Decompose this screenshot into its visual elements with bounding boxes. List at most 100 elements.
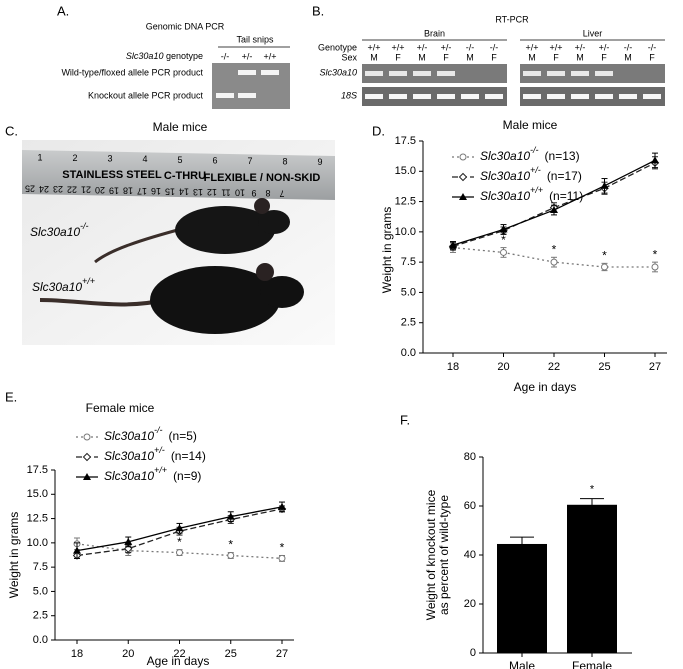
y-tick-label: 15.0	[27, 488, 48, 500]
legend-genotype: +/-	[530, 165, 541, 175]
ruler-text: STAINLESS STEEL	[62, 169, 162, 181]
lane-sex: F	[443, 52, 449, 62]
chart-title: Male mice	[503, 118, 558, 132]
ruler-number: 7	[247, 156, 252, 166]
gene-label: Slc30a10	[319, 67, 357, 77]
y-tick-label: 17.5	[395, 135, 416, 147]
legend-genotype: +/-	[154, 445, 165, 455]
tail	[94, 226, 186, 264]
gel-band	[389, 71, 407, 76]
ruler	[22, 150, 335, 200]
y-tick-label: 5.0	[401, 286, 416, 298]
ruler-number: 7	[279, 188, 284, 198]
ruler-number: 19	[109, 185, 119, 195]
gel	[520, 87, 665, 106]
ruler-number: 22	[67, 184, 77, 194]
x-tick-label: Female	[572, 659, 612, 669]
legend-count: (n=5)	[169, 429, 197, 443]
lane-genotype: +/-	[417, 42, 428, 52]
gel-band	[413, 71, 431, 76]
gel	[362, 87, 507, 106]
sample-label: Tail snips	[236, 34, 274, 44]
ear	[254, 198, 270, 214]
lane-sex: M	[370, 52, 378, 62]
legend-genotype: -/-	[154, 425, 163, 435]
y-tick-label: 20	[464, 598, 476, 610]
data-point	[499, 225, 508, 233]
lane-genotype: +/-	[441, 42, 452, 52]
legend-label: Slc30a10-/- (n=13)	[480, 145, 580, 163]
ruler-number: 15	[165, 186, 175, 196]
legend-genotype: -/-	[530, 145, 539, 155]
ruler-number: 23	[53, 184, 63, 194]
legend-marker	[459, 193, 467, 200]
x-tick-label: 22	[173, 648, 185, 660]
series-line	[76, 508, 283, 557]
legend-genotype: +/+	[530, 185, 543, 195]
legend-label: Slc30a10-/- (n=5)	[104, 425, 197, 443]
gene-label: 18S	[341, 90, 357, 100]
gel-band	[619, 94, 637, 99]
data-point	[600, 181, 609, 189]
chart-title: Female mice	[86, 401, 155, 415]
legend-gene: Slc30a10	[480, 189, 530, 203]
y-tick-label: 10.0	[395, 226, 416, 238]
y-tick-label: 12.5	[27, 512, 48, 524]
lane-label: -/-	[221, 51, 230, 61]
mouse-label: Slc30a10+/+	[32, 276, 95, 294]
data-point	[651, 156, 659, 164]
x-tick-label: 25	[225, 648, 237, 660]
ruler-number: 4	[142, 154, 147, 164]
ruler-number: 16	[151, 186, 161, 196]
ruler-number: 10	[235, 188, 245, 198]
lane-sex: M	[466, 52, 474, 62]
data-point	[124, 537, 133, 545]
data-point	[278, 554, 286, 562]
lane-label: +/-	[242, 51, 253, 61]
x-tick-label: 20	[122, 648, 134, 660]
gel	[212, 63, 290, 109]
ruler-number: 21	[81, 185, 91, 195]
panel-label: D.	[372, 123, 385, 138]
legend-marker	[82, 452, 92, 462]
ruler-number: 17	[137, 186, 147, 196]
lane-genotype: -/-	[648, 42, 657, 52]
ruler-number: 14	[179, 187, 189, 197]
y-tick-label: 80	[464, 451, 476, 463]
panel-label: F.	[400, 412, 410, 427]
legend-marker	[458, 172, 468, 182]
lane-genotype: -/-	[466, 42, 475, 52]
bar	[567, 504, 617, 653]
legend-marker	[459, 153, 467, 161]
lane-sex: M	[528, 52, 536, 62]
data-point	[500, 248, 507, 256]
genotype-label: Slc30a10 genotype	[126, 51, 203, 61]
data-point	[449, 241, 457, 249]
x-tick-label: 20	[497, 361, 509, 373]
significance: *	[552, 242, 557, 256]
x-axis-label: Age in days	[147, 654, 210, 668]
legend-label: Slc30a10+/+ (n=9)	[104, 465, 201, 483]
ruler-number: 13	[193, 187, 203, 197]
x-axis-label: Age in days	[514, 380, 577, 394]
ruler-text: FLEXIBLE / NON-SKID	[204, 172, 321, 184]
y-axis-label: as percent of wild-type	[437, 495, 451, 615]
text: genotype	[163, 51, 203, 61]
ruler-number: 5	[177, 155, 182, 165]
panel-label: E.	[5, 389, 17, 404]
gel-band	[523, 94, 541, 99]
y-tick-label: 0	[470, 647, 476, 659]
panel-title: Genomic DNA PCR	[146, 21, 225, 31]
ruler-number: 8	[265, 188, 270, 198]
lane-genotype: -/-	[624, 42, 633, 52]
significance: *	[228, 538, 233, 552]
legend-genotype: +/+	[154, 465, 167, 475]
y-tick-label: 0.0	[401, 347, 416, 359]
legend-gene: Slc30a10	[104, 469, 154, 483]
ruler-number: 24	[39, 184, 49, 194]
lane-genotype: +/-	[599, 42, 610, 52]
y-axis-label: Weight in grams	[380, 207, 394, 293]
mouse-head	[260, 276, 304, 308]
ruler-number: 9	[251, 188, 256, 198]
legend-gene: Slc30a10	[480, 169, 530, 183]
